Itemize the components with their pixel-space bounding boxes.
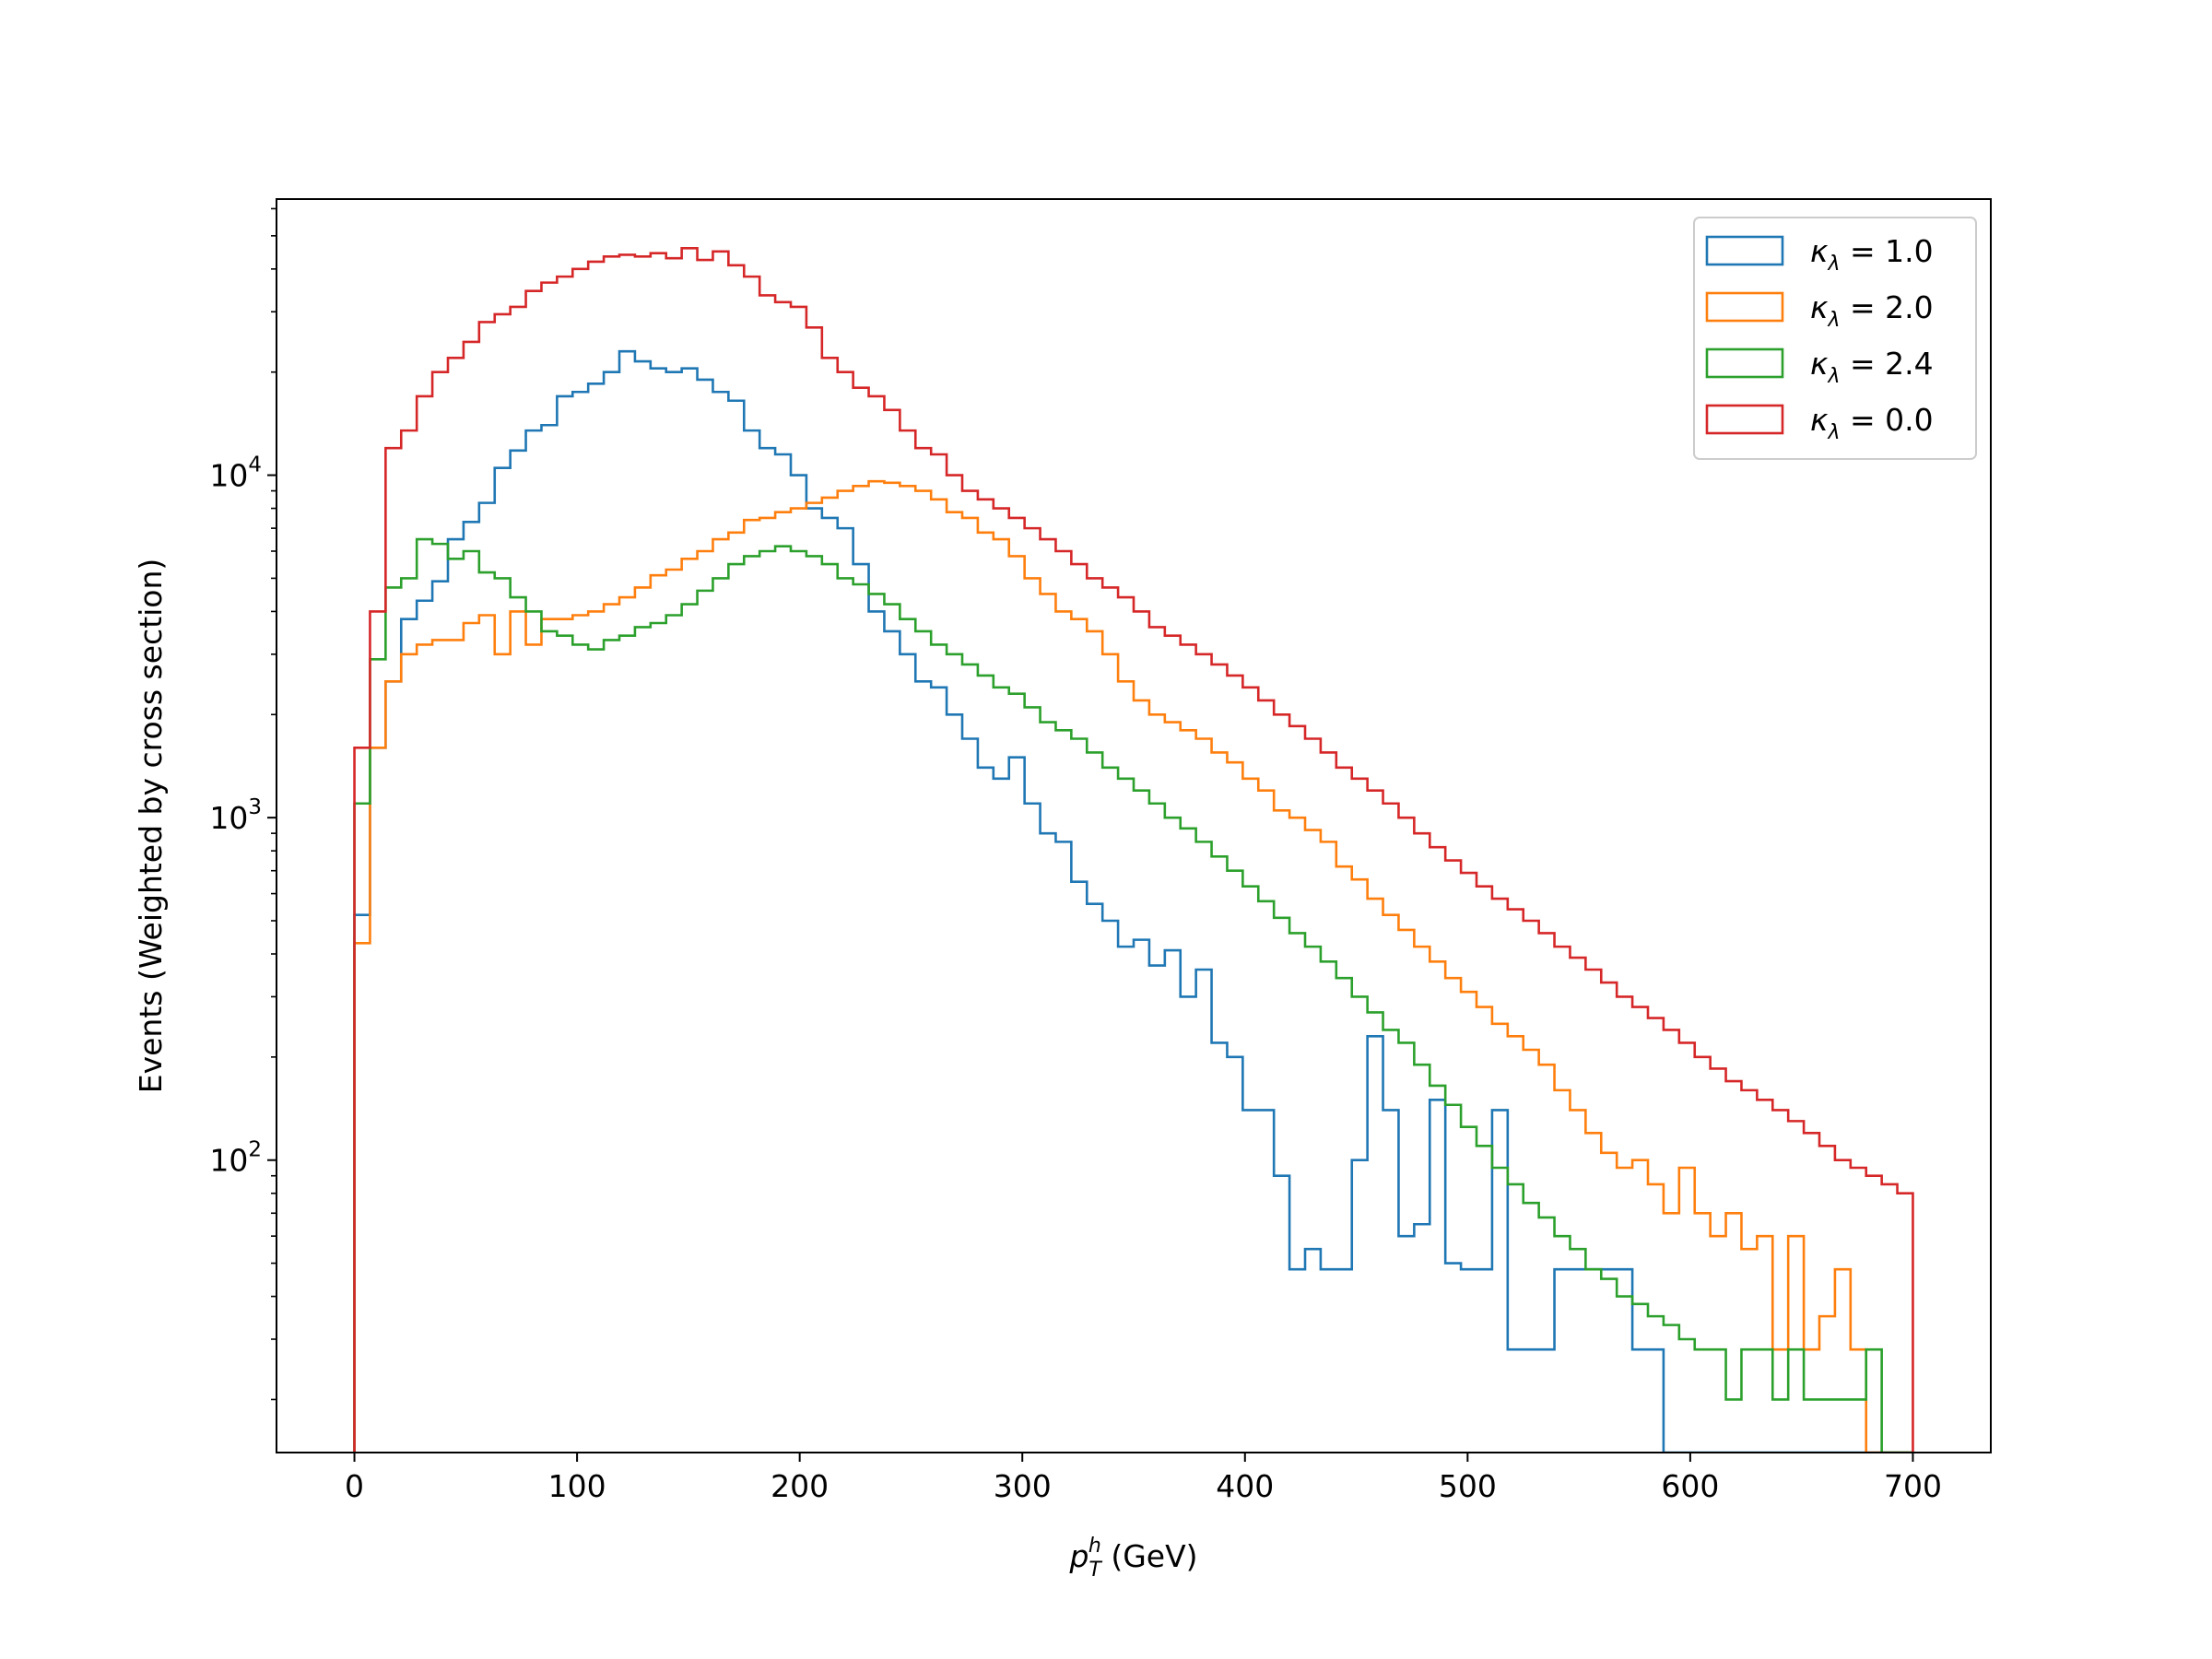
- axes-frame: [276, 198, 1992, 1453]
- x-axis-label-sub: T: [1088, 1559, 1102, 1582]
- x-tick-label: 200: [771, 1468, 829, 1504]
- y-tick-label: 104: [209, 453, 262, 494]
- series-line-2: [353, 479, 1914, 1453]
- legend-label-2: κλ = 2.0: [1810, 289, 1934, 332]
- x-axis-label-sup: h: [1088, 1535, 1101, 1558]
- series-line-1: [353, 349, 1914, 1453]
- y-axis-ticks: 102 103 104: [209, 207, 276, 1401]
- y-tick-label: 103: [209, 795, 262, 836]
- x-tick-label: 0: [345, 1468, 364, 1504]
- legend-label-3: κλ = 2.4: [1810, 346, 1934, 388]
- legend-swatch-4: [1705, 404, 1784, 435]
- series-line-4: [353, 246, 1914, 1453]
- legend-swatch-2: [1705, 291, 1784, 323]
- x-tick-label: 600: [1661, 1468, 1719, 1504]
- legend-label-4: κλ = 0.0: [1810, 402, 1934, 444]
- legend-label-1: κλ = 1.0: [1810, 233, 1934, 276]
- legend: κλ = 1.0 κλ = 2.0 κλ = 2.4 κλ = 0.0: [1693, 217, 1977, 460]
- x-tick-label: 100: [548, 1468, 606, 1504]
- x-tick-label: 500: [1439, 1468, 1497, 1504]
- series-line-3: [353, 537, 1914, 1453]
- x-tick-label: 700: [1884, 1468, 1942, 1504]
- x-tick-label: 400: [1216, 1468, 1274, 1504]
- y-axis-label: Events (Weighted by cross section): [133, 559, 169, 1094]
- legend-frame: [1693, 217, 1977, 460]
- x-axis-label-base: p: [1068, 1538, 1088, 1574]
- y-tick-label: 102: [209, 1138, 262, 1179]
- x-axis-label-rest: (GeV): [1101, 1538, 1198, 1574]
- series-layer: [353, 246, 1914, 1453]
- legend-swatch-3: [1705, 347, 1784, 379]
- legend-swatch-1: [1705, 235, 1784, 266]
- x-axis-ticks: 0 100 200 300 400 500 600 700: [345, 1453, 1942, 1504]
- x-tick-label: 300: [994, 1468, 1052, 1504]
- x-axis-label: pTh (GeV): [1068, 1535, 1197, 1582]
